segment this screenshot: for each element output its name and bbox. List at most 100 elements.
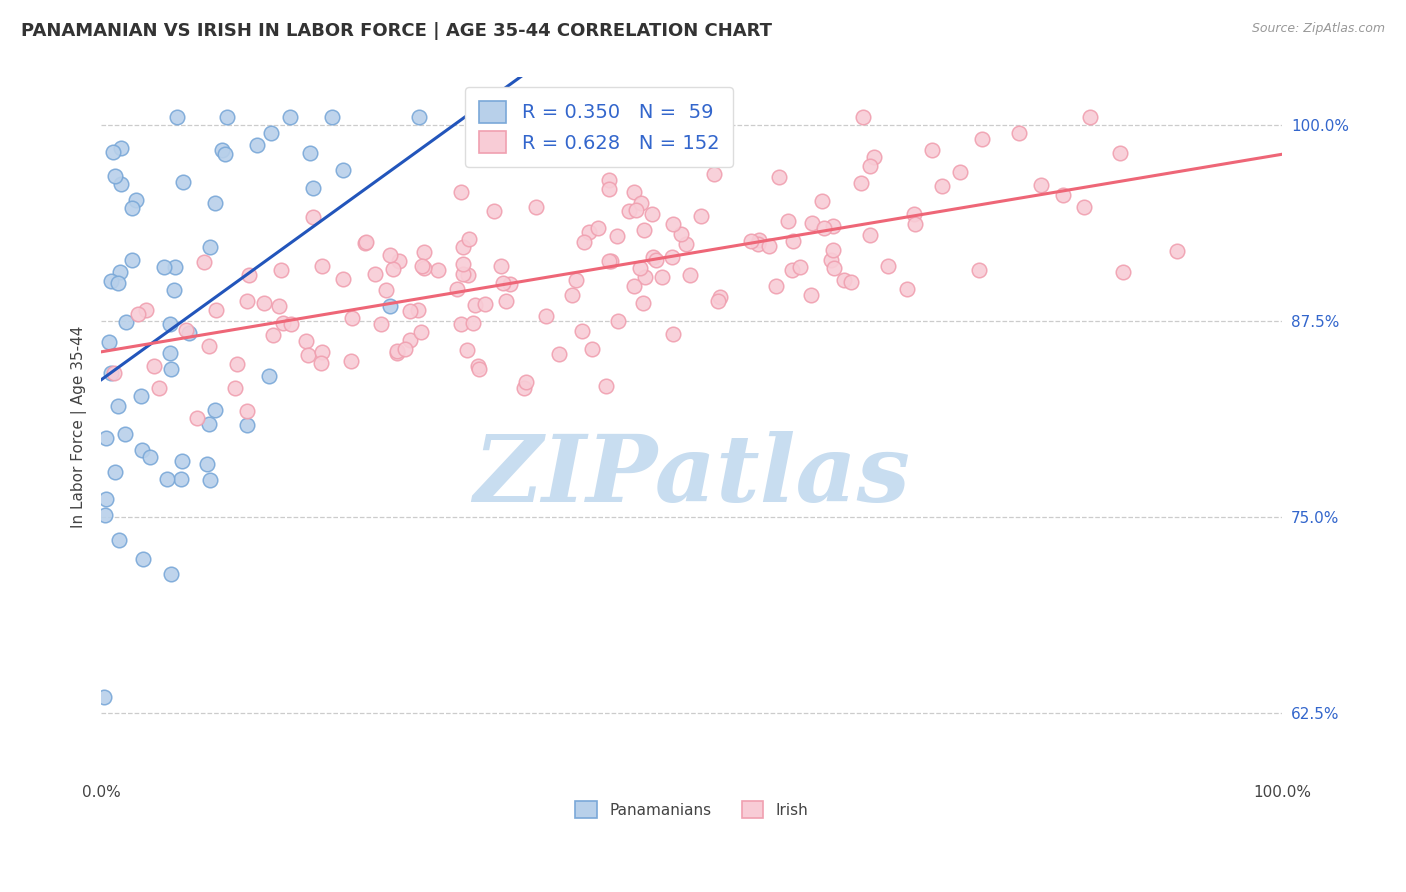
Point — [280, 317, 302, 331]
Point — [236, 294, 259, 309]
Point — [200, 240, 222, 254]
Point — [598, 253, 620, 268]
Point — [215, 110, 238, 124]
Point — [482, 203, 505, 218]
Point — [340, 354, 363, 368]
Text: Source: ZipAtlas.com: Source: ZipAtlas.com — [1251, 22, 1385, 36]
Point — [332, 163, 354, 178]
Point — [1078, 110, 1101, 124]
Point — [1029, 178, 1052, 192]
Point — [159, 566, 181, 581]
Point — [121, 201, 143, 215]
Point — [107, 400, 129, 414]
Point — [163, 283, 186, 297]
Point — [129, 389, 152, 403]
Point — [224, 381, 246, 395]
Point — [159, 345, 181, 359]
Point — [467, 359, 489, 374]
Point — [198, 417, 221, 431]
Point — [689, 209, 711, 223]
Point — [246, 137, 269, 152]
Point — [174, 323, 197, 337]
Point — [156, 472, 179, 486]
Point — [628, 261, 651, 276]
Point — [108, 265, 131, 279]
Point — [370, 318, 392, 332]
Point — [623, 185, 645, 199]
Point — [153, 260, 176, 274]
Point — [170, 454, 193, 468]
Point — [110, 177, 132, 191]
Point — [456, 343, 478, 357]
Point — [513, 381, 536, 395]
Point — [104, 465, 127, 479]
Point — [588, 221, 610, 235]
Point — [238, 268, 260, 283]
Point — [177, 326, 200, 340]
Point — [450, 318, 472, 332]
Point — [578, 225, 600, 239]
Point — [354, 235, 377, 250]
Point — [260, 127, 283, 141]
Point — [426, 263, 449, 277]
Point — [578, 110, 600, 124]
Point — [820, 252, 842, 267]
Point — [412, 261, 434, 276]
Point — [235, 404, 257, 418]
Point — [375, 283, 398, 297]
Point — [524, 200, 547, 214]
Point — [776, 214, 799, 228]
Point — [669, 227, 692, 241]
Point — [388, 253, 411, 268]
Point — [572, 235, 595, 249]
Legend: Panamanians, Irish: Panamanians, Irish — [569, 795, 814, 824]
Point — [758, 239, 780, 253]
Point — [198, 339, 221, 353]
Point — [115, 315, 138, 329]
Point — [859, 159, 882, 173]
Point — [675, 236, 697, 251]
Point — [748, 233, 770, 247]
Point — [135, 303, 157, 318]
Point — [125, 193, 148, 207]
Point — [364, 268, 387, 282]
Point — [821, 219, 844, 233]
Point — [299, 145, 322, 160]
Point — [641, 207, 664, 221]
Point — [127, 307, 149, 321]
Point — [468, 361, 491, 376]
Point — [100, 366, 122, 380]
Point — [457, 268, 479, 282]
Point — [896, 282, 918, 296]
Point — [378, 299, 401, 313]
Point — [661, 250, 683, 264]
Point — [451, 257, 474, 271]
Point — [801, 216, 824, 230]
Point — [877, 259, 900, 273]
Point — [464, 298, 486, 312]
Point — [624, 202, 647, 217]
Point — [411, 325, 433, 339]
Point — [394, 342, 416, 356]
Point — [121, 252, 143, 267]
Point — [148, 381, 170, 395]
Point — [103, 145, 125, 160]
Point — [295, 334, 318, 349]
Point — [457, 232, 479, 246]
Point — [309, 356, 332, 370]
Point — [100, 274, 122, 288]
Point — [949, 165, 972, 179]
Point — [634, 270, 657, 285]
Point — [262, 327, 284, 342]
Point — [839, 275, 862, 289]
Point — [159, 317, 181, 331]
Point — [972, 132, 994, 146]
Point — [492, 277, 515, 291]
Point — [515, 375, 537, 389]
Point — [139, 450, 162, 464]
Point — [633, 296, 655, 310]
Point — [600, 254, 623, 268]
Point — [547, 347, 569, 361]
Point — [195, 457, 218, 471]
Point — [1166, 244, 1188, 259]
